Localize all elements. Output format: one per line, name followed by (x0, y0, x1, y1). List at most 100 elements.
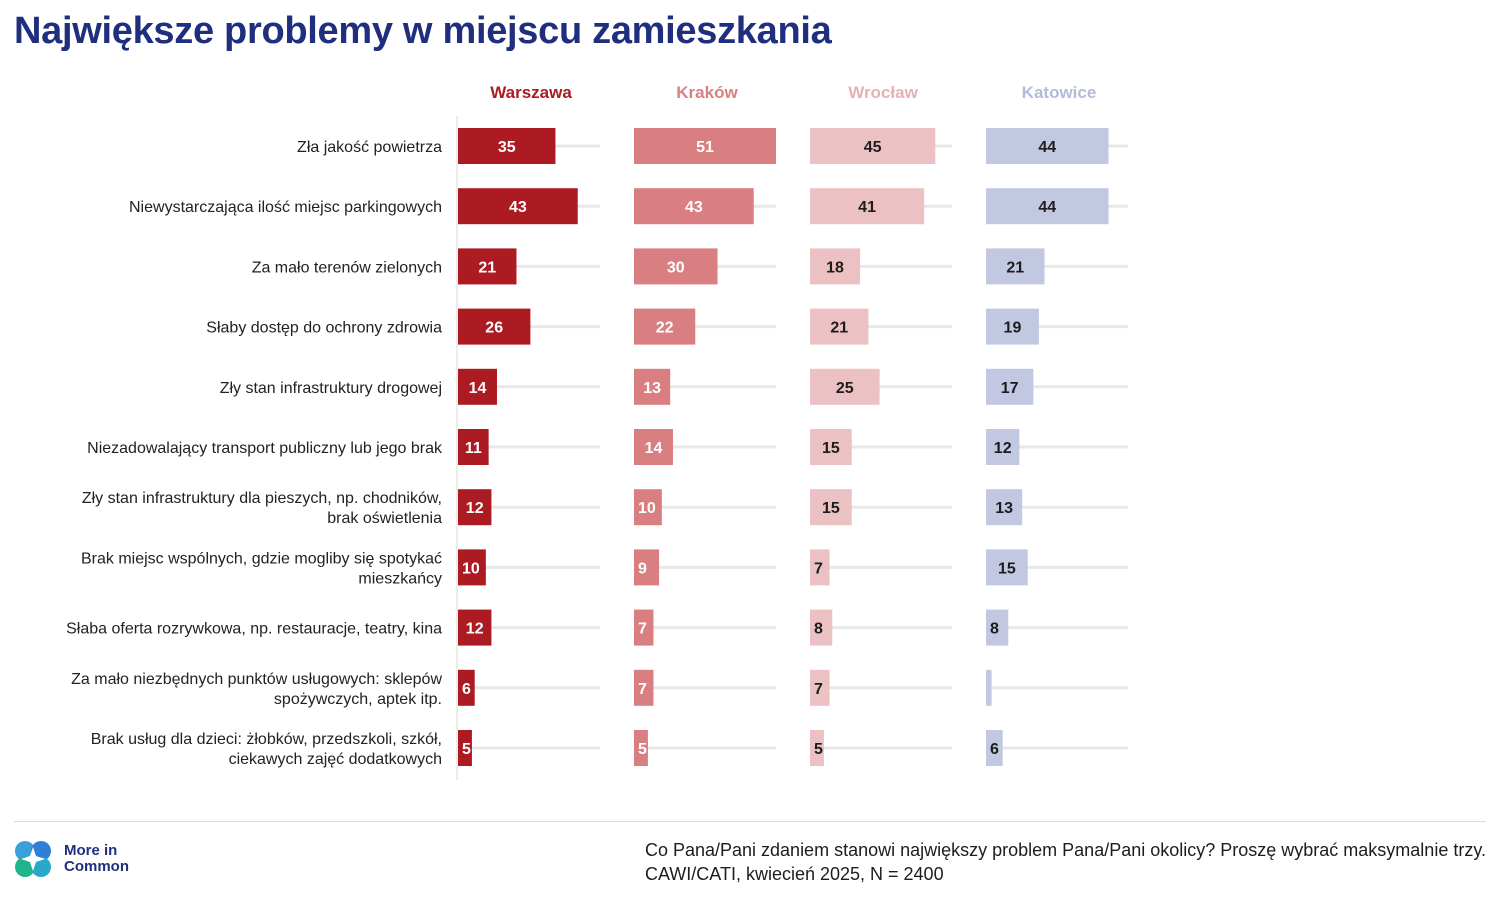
bar (986, 188, 1109, 225)
bar (810, 368, 880, 405)
bar-value-label: 6 (990, 741, 999, 758)
bar-value-label: 8 (814, 621, 823, 638)
category-label: Zła jakość powietrza (297, 139, 442, 156)
bar-value-label: 14 (469, 380, 487, 397)
bar (458, 368, 497, 405)
bar (810, 128, 936, 164)
bar (458, 188, 578, 225)
bar-value-label: 7 (638, 681, 647, 698)
bar (634, 489, 662, 526)
bar-value-label: 21 (1006, 259, 1024, 276)
bar-value-label: 51 (696, 139, 714, 156)
bar-value-label: 13 (643, 380, 661, 397)
bar (810, 248, 861, 285)
bar-value-label: 9 (638, 560, 647, 577)
bar-chart: Zła jakość powietrza Niewystarczająca ilo… (66, 83, 1128, 780)
bar (458, 669, 475, 706)
category-label: Brak miejsc wspólnych, gdzie mogliby się… (81, 550, 442, 567)
bar (810, 489, 852, 526)
bar-value-label: 19 (1004, 320, 1022, 337)
category-label: brak oświetlenia (327, 510, 442, 527)
category-label: ciekawych zajęć dodatkowych (229, 751, 442, 768)
series-header-2: Wrocław (848, 83, 918, 102)
bar (810, 429, 852, 465)
category-label: Zły stan infrastruktury dla pieszych, np… (82, 490, 442, 507)
footnote: Co Pana/Pani zdaniem stanowi największy … (645, 838, 1486, 886)
category-label: spożywczych, aptek itp. (274, 691, 442, 708)
category-label: mieszkańcy (358, 570, 442, 587)
bar (986, 609, 1009, 646)
bar (634, 730, 648, 766)
bar-value-label: 17 (1001, 380, 1019, 397)
category-label: Słaby dostęp do ochrony zdrowia (206, 320, 442, 337)
logo-icon (15, 841, 51, 877)
bar-value-label: 5 (638, 741, 647, 758)
series-header-3: Katowice (1022, 83, 1097, 102)
bar (810, 669, 830, 706)
bar-value-label: 25 (836, 380, 854, 397)
bar (986, 489, 1023, 526)
bar (458, 248, 517, 285)
bar (458, 128, 556, 164)
category-label: Słaba oferta rozrywkowa, np. restauracje… (66, 621, 442, 638)
logo-text: More in Common (64, 843, 129, 875)
bar (986, 248, 1045, 285)
bar-value-label: 10 (462, 560, 480, 577)
bar (810, 188, 925, 225)
bar (458, 730, 472, 766)
bar (634, 128, 776, 164)
bar-value-label: 5 (814, 741, 823, 758)
bar (986, 308, 1039, 345)
bar (810, 730, 824, 766)
bar-value-label: 21 (478, 259, 496, 276)
bar-value-label: 7 (638, 621, 647, 638)
bar (986, 730, 1003, 766)
bar (986, 368, 1034, 405)
bar-value-label: 18 (826, 259, 844, 276)
chart-title: Największe problemy w miejscu zamieszkan… (14, 10, 832, 52)
bar-value-label: 43 (509, 199, 527, 216)
category-label: Za mało terenów zielonych (252, 259, 442, 276)
bar-value-label: 13 (995, 500, 1013, 517)
bar-value-label: 12 (466, 621, 484, 638)
bar-value-label: 43 (685, 199, 703, 216)
bar-value-label: 8 (990, 621, 999, 638)
bar-value-label: 5 (462, 741, 471, 758)
category-label: Brak usług dla dzieci: żłobków, przedszk… (91, 731, 442, 748)
bar-value-label: 41 (858, 199, 876, 216)
bar (634, 549, 660, 586)
bar (634, 248, 718, 285)
bar (986, 128, 1109, 164)
footnote-method: CAWI/CATI, kwiecień 2025, N = 2400 (644, 864, 944, 884)
bar (634, 368, 671, 405)
bar-value-label: 15 (822, 440, 840, 457)
series-header-0: Warszawa (490, 83, 572, 102)
bar (986, 669, 992, 706)
bar-value-label: 10 (638, 500, 656, 517)
bar-value-label: 11 (465, 440, 482, 457)
bar (458, 549, 486, 586)
bar-value-label: 21 (830, 320, 848, 337)
bar (810, 549, 830, 586)
bar (986, 549, 1028, 586)
footnote-question: Co Pana/Pani zdaniem stanowi największy … (644, 840, 1486, 860)
bar (634, 669, 654, 706)
bar (634, 308, 696, 345)
bar-value-label: 44 (1038, 139, 1056, 156)
logo-line-1: More in (64, 842, 118, 859)
bar-value-label: 6 (462, 681, 471, 698)
bar-value-label: 26 (485, 320, 503, 337)
series-header-1: Kraków (676, 83, 738, 102)
bar-value-label: 35 (498, 139, 516, 156)
category-label: Niezadowalający transport publiczny lub … (87, 440, 443, 457)
bar (458, 609, 492, 646)
bar-value-label: 30 (667, 259, 685, 276)
footer-divider (14, 821, 1486, 822)
bar-value-label: 15 (822, 500, 840, 517)
bar (458, 429, 489, 465)
bar-value-label: 12 (994, 440, 1012, 457)
bar (634, 429, 673, 465)
bar-value-label: 7 (814, 560, 823, 577)
more-in-common-logo: More in Common (12, 838, 129, 880)
category-label: Za mało niezbędnych punktów usługowych: … (71, 671, 442, 688)
